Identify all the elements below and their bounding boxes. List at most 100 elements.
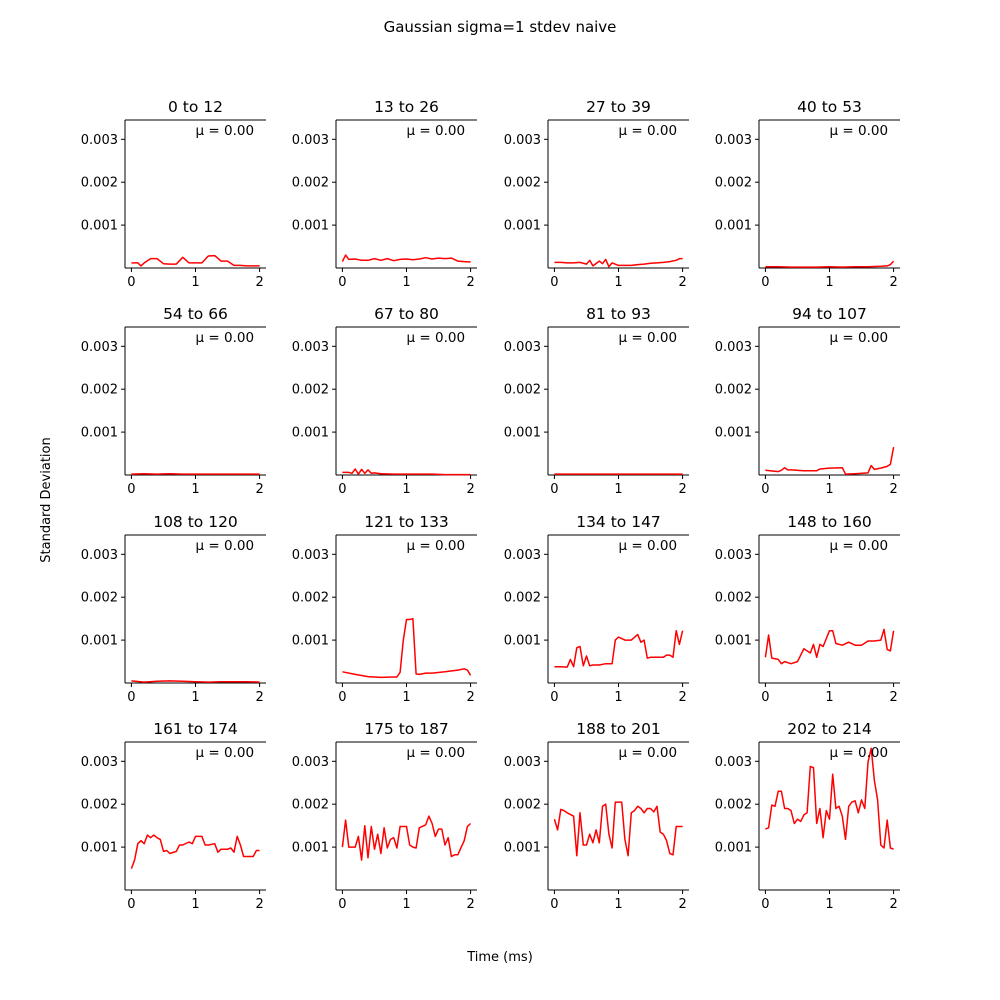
x-tick-label: 1 — [402, 482, 410, 497]
y-tick-label: 0.002 — [292, 383, 329, 398]
y-tick-label: 0.001 — [715, 219, 752, 234]
y-tick-label: 0.003 — [292, 755, 329, 770]
series-line — [342, 617, 472, 679]
subplot-12: 0 1 2 0.001 0.002 0.003 148 to 160 μ = 0.00 — [715, 513, 900, 705]
subplot-title: 67 to 80 — [374, 305, 439, 323]
y-tick-label: 0.003 — [81, 548, 118, 563]
mean-annotation: μ = 0.00 — [407, 123, 466, 139]
subplot-16: 0 1 2 0.001 0.002 0.003 202 to 214 μ = 0.00 — [715, 720, 900, 912]
x-axis-label: Time (ms) — [466, 950, 533, 965]
series-line — [341, 254, 471, 263]
x-tick-label: 0 — [550, 897, 558, 912]
x-tick-label: 0 — [127, 690, 135, 705]
y-tick-label: 0.002 — [292, 798, 329, 813]
y-tick-label: 0.001 — [715, 426, 752, 441]
y-tick-label: 0.002 — [504, 798, 541, 813]
x-tick-label: 1 — [191, 690, 199, 705]
x-tick-label: 1 — [191, 482, 199, 497]
x-tick-label: 1 — [614, 275, 622, 290]
y-tick-label: 0.003 — [81, 133, 118, 148]
x-tick-label: 0 — [338, 690, 346, 705]
subplot-title: 108 to 120 — [153, 513, 238, 531]
subplot-1: 0 1 2 0.001 0.002 0.003 0 to 12 μ = 0.00 — [81, 98, 266, 290]
subplot-9: 0 1 2 0.001 0.002 0.003 108 to 120 μ = 0.00 — [81, 513, 266, 705]
y-tick-label: 0.002 — [81, 176, 118, 191]
x-tick-label: 1 — [402, 897, 410, 912]
x-tick-label: 0 — [761, 482, 769, 497]
y-tick-label: 0.001 — [81, 426, 118, 441]
subplot-4: 0 1 2 0.001 0.002 0.003 40 to 53 μ = 0.00 — [715, 98, 900, 290]
subplot-title: 148 to 160 — [787, 513, 872, 531]
x-tick-label: 1 — [191, 275, 199, 290]
mean-annotation: μ = 0.00 — [196, 745, 255, 761]
subplot-3: 0 1 2 0.001 0.002 0.003 27 to 39 μ = 0.00 — [504, 98, 689, 290]
y-tick-label: 0.002 — [504, 591, 541, 606]
x-tick-label: 0 — [761, 897, 769, 912]
x-tick-label: 1 — [825, 897, 833, 912]
series-line — [130, 834, 260, 869]
x-tick-label: 0 — [550, 482, 558, 497]
x-tick-label: 2 — [889, 690, 897, 705]
y-tick-label: 0.001 — [504, 219, 541, 234]
x-tick-label: 1 — [191, 897, 199, 912]
subplot-title: 27 to 39 — [586, 98, 651, 116]
subplot-title: 81 to 93 — [586, 305, 651, 323]
mean-annotation: μ = 0.00 — [619, 538, 678, 554]
x-tick-label: 1 — [825, 482, 833, 497]
subplot-title: 202 to 214 — [787, 720, 872, 738]
x-tick-label: 0 — [761, 275, 769, 290]
subplot-10: 0 1 2 0.001 0.002 0.003 121 to 133 μ = 0.00 — [292, 513, 477, 705]
y-tick-label: 0.002 — [81, 591, 118, 606]
x-tick-label: 1 — [402, 275, 410, 290]
x-tick-label: 0 — [127, 275, 135, 290]
subplot-7: 0 1 2 0.001 0.002 0.003 81 to 93 μ = 0.00 — [504, 305, 689, 497]
y-tick-label: 0.003 — [504, 755, 541, 770]
figure-title: Gaussian sigma=1 stdev naive — [384, 18, 617, 36]
subplot-title: 175 to 187 — [364, 720, 449, 738]
mean-annotation: μ = 0.00 — [196, 330, 255, 346]
y-tick-label: 0.001 — [504, 634, 541, 649]
mean-annotation: μ = 0.00 — [407, 330, 466, 346]
mean-annotation: μ = 0.00 — [830, 330, 889, 346]
x-tick-label: 0 — [550, 690, 558, 705]
y-tick-label: 0.002 — [715, 591, 752, 606]
mean-annotation: μ = 0.00 — [196, 123, 255, 139]
mean-annotation: μ = 0.00 — [196, 538, 255, 554]
subplot-title: 94 to 107 — [792, 305, 867, 323]
y-tick-label: 0.001 — [504, 426, 541, 441]
x-tick-label: 2 — [466, 897, 474, 912]
subplot-title: 0 to 12 — [168, 98, 223, 116]
y-tick-label: 0.001 — [715, 634, 752, 649]
mean-annotation: μ = 0.00 — [619, 330, 678, 346]
y-tick-label: 0.002 — [715, 798, 752, 813]
series-line — [342, 468, 471, 476]
y-tick-label: 0.003 — [504, 548, 541, 563]
y-tick-label: 0.001 — [292, 634, 329, 649]
x-tick-label: 0 — [338, 275, 346, 290]
series-line — [131, 680, 260, 683]
series-line — [554, 629, 684, 668]
mean-annotation: μ = 0.00 — [830, 123, 889, 139]
x-tick-label: 2 — [255, 275, 263, 290]
x-tick-label: 2 — [678, 690, 686, 705]
y-tick-label: 0.001 — [292, 426, 329, 441]
x-tick-label: 2 — [889, 897, 897, 912]
y-tick-label: 0.001 — [81, 219, 118, 234]
y-tick-label: 0.003 — [81, 340, 118, 355]
subplot-grid: 0 1 2 0.001 0.002 0.003 0 to 12 μ = 0.00 0 1 2 0.00… — [81, 98, 900, 912]
x-tick-label: 1 — [825, 275, 833, 290]
y-tick-label: 0.003 — [504, 340, 541, 355]
x-tick-label: 1 — [614, 690, 622, 705]
y-tick-label: 0.001 — [81, 634, 118, 649]
subplot-title: 161 to 174 — [153, 720, 238, 738]
y-tick-label: 0.002 — [504, 383, 541, 398]
x-tick-label: 0 — [550, 275, 558, 290]
x-tick-label: 0 — [338, 897, 346, 912]
x-tick-label: 2 — [889, 275, 897, 290]
y-tick-label: 0.003 — [715, 548, 752, 563]
x-tick-label: 2 — [466, 690, 474, 705]
subplot-title: 188 to 201 — [576, 720, 661, 738]
x-tick-label: 2 — [466, 275, 474, 290]
y-tick-label: 0.003 — [715, 340, 752, 355]
